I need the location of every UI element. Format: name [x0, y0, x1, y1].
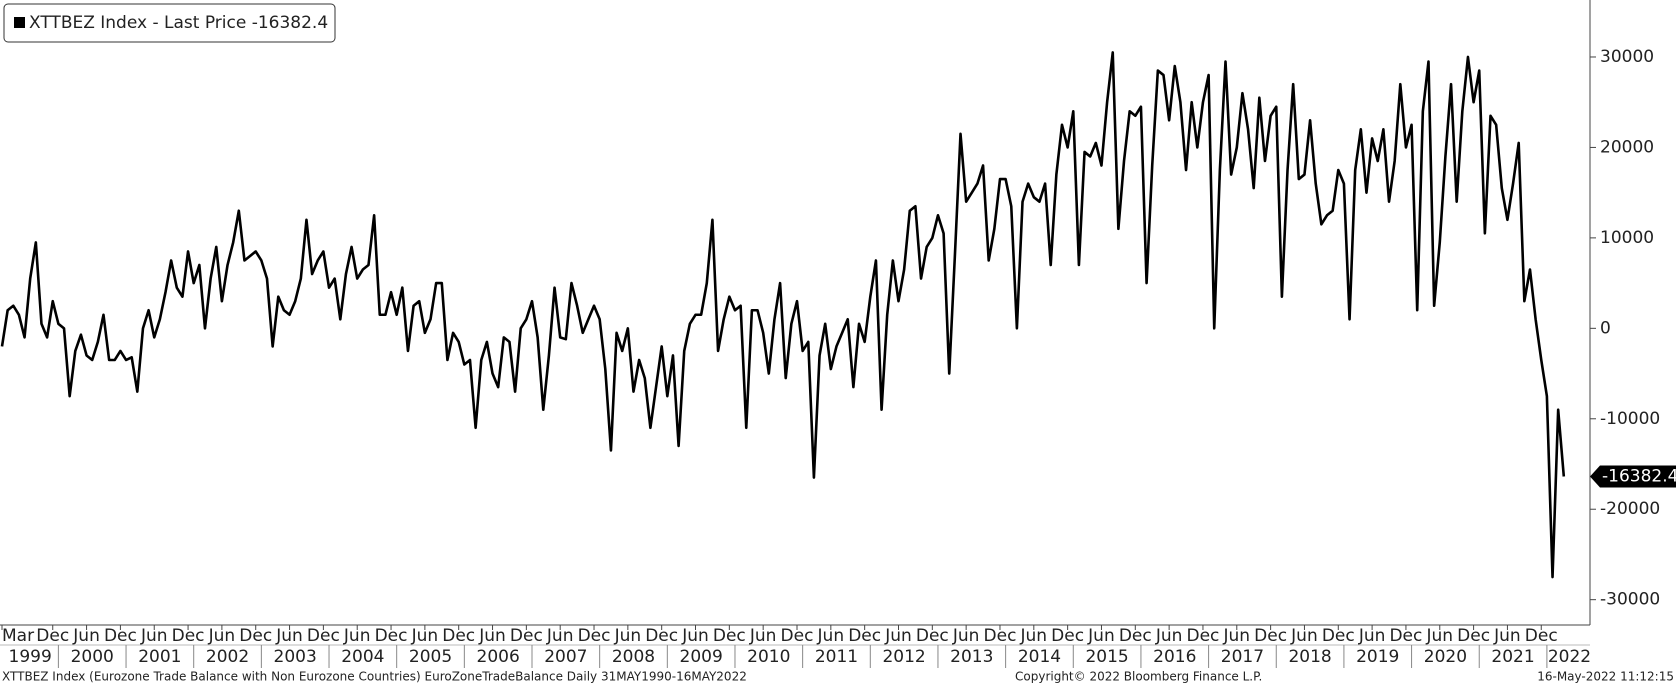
x-tick-label: Jun [614, 626, 642, 646]
x-year-label: 2006 [477, 647, 520, 667]
x-year-label: 2007 [544, 647, 587, 667]
x-tick-label: Dec [442, 626, 475, 646]
x-tick-label: Dec [1457, 626, 1490, 646]
x-tick-label: Dec [510, 626, 543, 646]
x-year-label: 2005 [409, 647, 452, 667]
x-tick-label: Dec [375, 626, 408, 646]
x-year-label: 2001 [138, 647, 181, 667]
x-year-label: 2013 [950, 647, 993, 667]
x-year-label: 2004 [341, 647, 384, 667]
x-tick-label: Mar [2, 626, 34, 646]
y-tick-label: 20000 [1600, 137, 1654, 157]
x-tick-label: Jun [817, 626, 845, 646]
x-year-label: 2003 [274, 647, 317, 667]
y-tick-label: -20000 [1600, 499, 1660, 519]
x-tick-label: Dec [172, 626, 205, 646]
legend-label: XTTBEZ Index - Last Price -16382.4 [29, 13, 328, 33]
x-tick-label: Dec [1254, 626, 1287, 646]
x-tick-label: Dec [984, 626, 1017, 646]
y-tick-label: -10000 [1600, 409, 1660, 429]
x-tick-label: Dec [1322, 626, 1355, 646]
y-tick-label: 30000 [1600, 47, 1654, 67]
x-year-label: 2014 [1018, 647, 1061, 667]
x-tick-label: Dec [1389, 626, 1422, 646]
x-tick-label: Dec [104, 626, 137, 646]
x-year-label: 2011 [815, 647, 858, 667]
footer-copyright: Copyright© 2022 Bloomberg Finance L.P. [1015, 670, 1262, 684]
x-tick-label: Dec [36, 626, 69, 646]
x-year-label: 2012 [882, 647, 925, 667]
x-tick-label: Dec [1187, 626, 1220, 646]
x-tick-label: Jun [1493, 626, 1521, 646]
footer-timestamp: 16-May-2022 11:12:15 [1537, 670, 1674, 684]
x-tick-label: Jun [952, 626, 980, 646]
x-year-label: 2000 [71, 647, 114, 667]
x-tick-label: Dec [713, 626, 746, 646]
x-tick-label: Jun [546, 626, 574, 646]
x-year-label: 2021 [1491, 647, 1534, 667]
x-year-label: 2020 [1424, 647, 1467, 667]
x-tick-label: Jun [478, 626, 506, 646]
x-tick-label: Dec [1119, 626, 1152, 646]
x-year-label: 2018 [1288, 647, 1331, 667]
x-year-label: 2002 [206, 647, 249, 667]
x-year-label: 1999 [9, 647, 52, 667]
y-tick-label: 10000 [1600, 228, 1654, 248]
legend-swatch [14, 17, 25, 28]
plot-area [0, 51, 1566, 579]
x-tick-label: Jun [1020, 626, 1048, 646]
legend-box [3, 3, 336, 43]
footer-source: XTTBEZ Index (Eurozone Trade Balance wit… [2, 670, 747, 684]
x-tick-label: Dec [781, 626, 814, 646]
y-tick-label: 0 [1600, 318, 1611, 338]
x-tick-label: Jun [72, 626, 100, 646]
x-tick-label: Jun [749, 626, 777, 646]
x-tick-label: Jun [681, 626, 709, 646]
x-tick-label: Jun [140, 626, 168, 646]
x-tick-label: Dec [916, 626, 949, 646]
x-tick-label: Jun [411, 626, 439, 646]
x-tick-label: Jun [1223, 626, 1251, 646]
x-tick-label: Jun [1155, 626, 1183, 646]
last-price-label: -16382.4 [1602, 467, 1676, 487]
x-tick-label: Jun [208, 626, 236, 646]
x-tick-label: Jun [1290, 626, 1318, 646]
x-year-label: 2016 [1153, 647, 1196, 667]
x-tick-label: Dec [1051, 626, 1084, 646]
x-tick-label: Dec [848, 626, 881, 646]
x-year-label: 2008 [612, 647, 655, 667]
x-tick-label: Jun [275, 626, 303, 646]
last-price-tag [1590, 465, 1676, 488]
x-year-label: 2015 [1085, 647, 1128, 667]
x-year-label: 2010 [747, 647, 790, 667]
y-tick-label: -30000 [1600, 590, 1660, 610]
x-tick-label: Dec [307, 626, 340, 646]
x-tick-label: Jun [1425, 626, 1453, 646]
x-year-label: 2022 [1548, 647, 1591, 667]
x-year-label: 2009 [680, 647, 723, 667]
x-tick-label: Dec [578, 626, 611, 646]
x-tick-label: Jun [1087, 626, 1115, 646]
x-tick-label: Dec [239, 626, 272, 646]
x-tick-label: Dec [1525, 626, 1558, 646]
line-series [0, 51, 1566, 579]
x-year-label: 2017 [1221, 647, 1264, 667]
x-tick-label: Jun [343, 626, 371, 646]
x-tick-label: Dec [645, 626, 678, 646]
x-year-label: 2019 [1356, 647, 1399, 667]
x-tick-label: Jun [884, 626, 912, 646]
x-tick-label: Jun [1358, 626, 1386, 646]
legend: XTTBEZ Index - Last Price -16382.4 [3, 3, 336, 43]
